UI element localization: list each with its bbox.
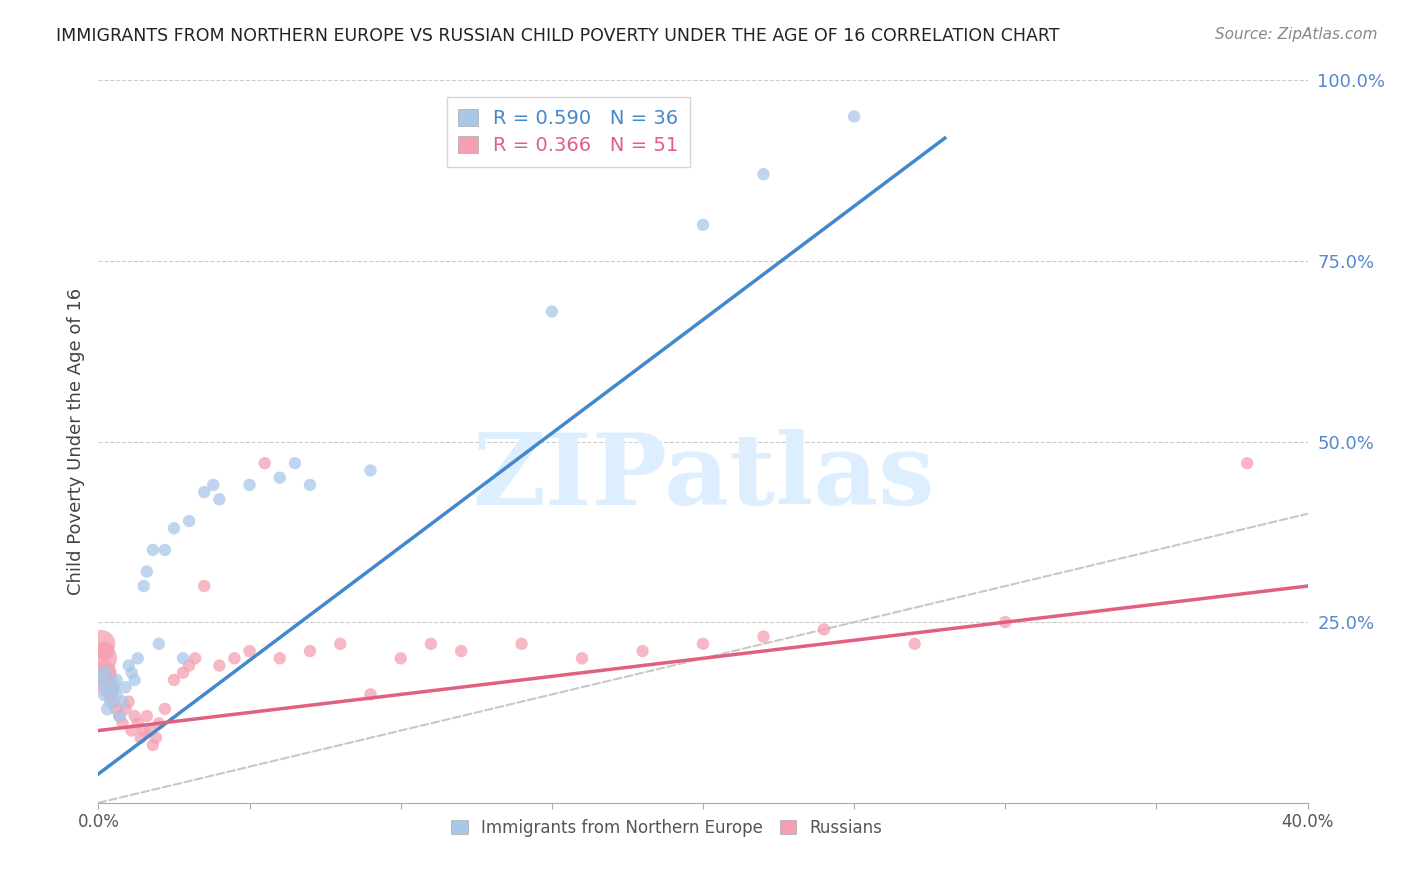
Point [132,579,155,593]
Point [253,456,276,470]
Point [172,651,194,665]
Point [153,702,176,716]
Y-axis label: Child Poverty Under the Age of 16: Child Poverty Under the Age of 16 [66,288,84,595]
Point [224,651,246,665]
Point [631,644,654,658]
Point [100,695,122,709]
Text: ZIPatlas: ZIPatlas [472,429,934,526]
Point [93,665,115,680]
Point [208,492,231,507]
Point [510,637,533,651]
Point [360,463,382,477]
Point [299,478,322,492]
Point [105,673,128,687]
Point [132,723,155,738]
Point [90,637,112,651]
Point [450,644,472,658]
Point [540,304,562,318]
Point [269,651,291,665]
Point [184,651,207,665]
Point [135,709,157,723]
Point [100,687,122,701]
Point [208,658,231,673]
Point [163,673,186,687]
Point [103,695,125,709]
Point [153,542,176,557]
Point [193,485,215,500]
Point [103,680,125,694]
Point [124,709,146,723]
Point [96,702,118,716]
Point [93,665,115,680]
Point [299,644,322,658]
Point [142,738,165,752]
Point [121,665,143,680]
Point [172,665,194,680]
Point [96,665,118,680]
Point [813,623,835,637]
Point [129,731,152,745]
Text: IMMIGRANTS FROM NORTHERN EUROPE VS RUSSIAN CHILD POVERTY UNDER THE AGE OF 16 COR: IMMIGRANTS FROM NORTHERN EUROPE VS RUSSI… [56,27,1060,45]
Point [145,731,167,745]
Point [179,514,201,528]
Point [111,716,134,731]
Point [100,673,122,687]
Point [1236,456,1258,470]
Point [93,644,115,658]
Point [844,110,866,124]
Point [108,709,131,723]
Point [994,615,1017,630]
Point [360,687,382,701]
Legend: Immigrants from Northern Europe, Russians: Immigrants from Northern Europe, Russian… [443,810,891,845]
Point [96,680,118,694]
Point [114,702,136,716]
Point [124,673,146,687]
Point [121,723,143,738]
Point [692,637,714,651]
Point [114,680,136,694]
Point [692,218,714,232]
Point [105,687,128,701]
Point [202,478,225,492]
Point [148,637,170,651]
Point [135,565,157,579]
Point [239,644,262,658]
Point [111,695,134,709]
Point [752,630,775,644]
Point [142,542,165,557]
Point [148,716,170,731]
Point [179,658,201,673]
Point [420,637,443,651]
Point [389,651,412,665]
Point [105,702,128,716]
Point [93,687,115,701]
Point [96,680,118,694]
Point [90,673,112,687]
Point [193,579,215,593]
Point [329,637,352,651]
Point [127,716,149,731]
Point [90,651,112,665]
Point [108,709,131,723]
Point [752,167,775,181]
Point [239,478,262,492]
Point [118,658,141,673]
Point [127,651,149,665]
Point [139,723,162,738]
Point [571,651,593,665]
Text: Source: ZipAtlas.com: Source: ZipAtlas.com [1215,27,1378,42]
Point [269,470,291,484]
Point [103,680,125,694]
Point [118,695,141,709]
Point [284,456,307,470]
Point [904,637,927,651]
Point [163,521,186,535]
